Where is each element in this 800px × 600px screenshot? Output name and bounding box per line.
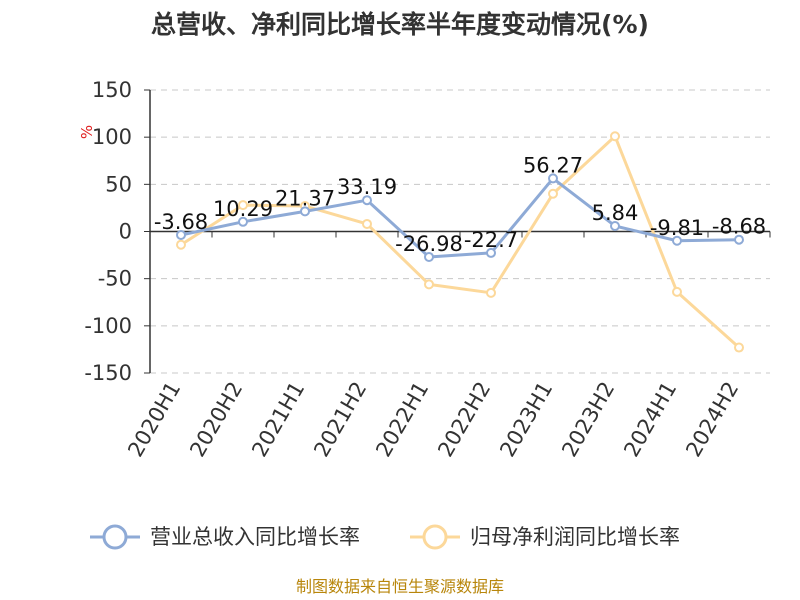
data-point-revenue[interactable] bbox=[548, 173, 558, 184]
x-tick-label: 2023H2 bbox=[557, 378, 619, 462]
data-point-profit[interactable] bbox=[176, 239, 186, 250]
data-point-profit[interactable] bbox=[362, 218, 372, 229]
data-point-revenue[interactable] bbox=[362, 195, 372, 206]
data-label: 10.29 bbox=[213, 197, 273, 221]
y-tick-label: 100 bbox=[92, 125, 132, 149]
legend-label-profit: 归母净利润同比增长率 bbox=[470, 525, 680, 549]
data-point-profit[interactable] bbox=[610, 131, 620, 142]
series-group bbox=[176, 131, 744, 353]
data-point-revenue[interactable] bbox=[734, 234, 744, 245]
y-tick-label: 0 bbox=[119, 220, 132, 244]
data-point-profit[interactable] bbox=[486, 287, 496, 298]
data-point-profit[interactable] bbox=[548, 188, 558, 199]
data-point-revenue[interactable] bbox=[672, 235, 682, 246]
y-tick-label: -150 bbox=[84, 361, 132, 385]
x-tick-label: 2024H1 bbox=[619, 378, 681, 462]
x-tick-label: 2023H1 bbox=[495, 378, 557, 462]
x-tick-label: 2022H2 bbox=[433, 378, 495, 462]
data-point-revenue[interactable] bbox=[300, 206, 310, 217]
x-tick-label: 2020H2 bbox=[185, 378, 247, 462]
data-label: -22.7 bbox=[464, 228, 518, 252]
y-tick-label: 150 bbox=[92, 78, 132, 102]
legend-marker-profit bbox=[422, 524, 448, 550]
legend-label-revenue: 营业总收入同比增长率 bbox=[150, 525, 360, 549]
y-axis-ticks: -150 -100 -50 0 50 100 150 bbox=[84, 78, 150, 385]
series-line-revenue bbox=[180, 176, 740, 259]
data-label: 56.27 bbox=[523, 153, 583, 177]
y-tick-label: -100 bbox=[84, 314, 132, 338]
data-point-profit[interactable] bbox=[238, 200, 248, 211]
x-tick-label: 2021H1 bbox=[247, 378, 309, 462]
chart-title: 总营收、净利同比增长率半年度变动情况(%) bbox=[151, 10, 649, 39]
series-line-profit bbox=[180, 134, 741, 349]
data-label: 33.19 bbox=[337, 175, 397, 199]
x-tick-label: 2022H1 bbox=[371, 378, 433, 462]
data-point-revenue[interactable] bbox=[238, 216, 248, 227]
legend-marker-revenue bbox=[102, 524, 128, 550]
legend-item-revenue[interactable]: 营业总收入同比增长率 bbox=[90, 524, 360, 550]
data-point-profit[interactable] bbox=[424, 279, 434, 290]
data-label: -8.68 bbox=[712, 215, 766, 239]
data-point-revenue[interactable] bbox=[486, 247, 496, 258]
data-label: 5.84 bbox=[592, 201, 639, 225]
data-point-revenue[interactable] bbox=[176, 229, 186, 240]
y-axis-unit: % bbox=[78, 125, 96, 139]
data-label: -9.81 bbox=[650, 216, 704, 240]
data-label: 21.37 bbox=[275, 186, 335, 210]
data-point-profit[interactable] bbox=[672, 286, 682, 297]
gridlines bbox=[150, 89, 770, 374]
x-tick-label: 2024H2 bbox=[681, 378, 743, 462]
legend[interactable]: 营业总收入同比增长率 归母净利润同比增长率 bbox=[90, 524, 680, 550]
x-tick-label: 2020H1 bbox=[123, 378, 185, 462]
legend-item-profit[interactable]: 归母净利润同比增长率 bbox=[410, 524, 680, 550]
x-tick-label: 2021H2 bbox=[309, 378, 371, 462]
data-point-revenue[interactable] bbox=[610, 220, 620, 231]
x-axis-ticks: 2020H1 2020H2 2021H1 2021H2 2022H1 2022H2 2023… bbox=[123, 231, 771, 462]
data-label: -3.68 bbox=[154, 210, 208, 234]
data-point-profit[interactable] bbox=[734, 342, 744, 353]
data-point-revenue[interactable] bbox=[424, 251, 434, 262]
data-label: -26.98 bbox=[395, 232, 463, 256]
y-tick-label: 50 bbox=[105, 172, 132, 196]
y-tick-label: -50 bbox=[98, 267, 132, 291]
source-note: 制图数据来自恒生聚源数据库 bbox=[296, 577, 504, 596]
